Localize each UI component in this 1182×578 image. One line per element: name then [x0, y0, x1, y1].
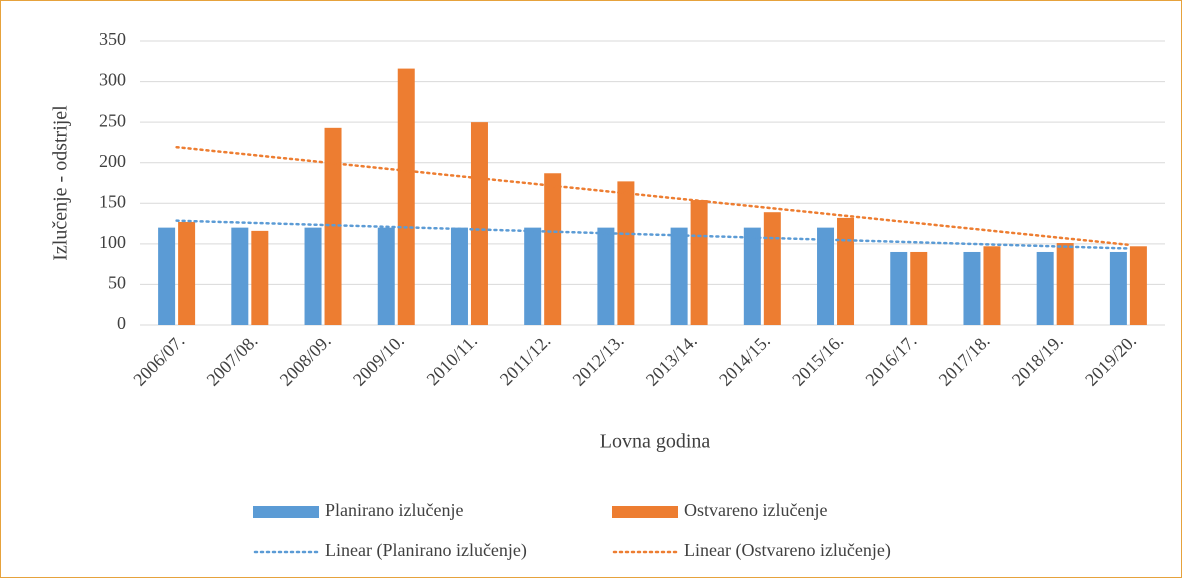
bar [743, 227, 761, 325]
y-tick-label: 350 [99, 29, 126, 49]
y-axis-title: Izlučenje - odstrijel [50, 105, 72, 261]
bar [470, 122, 488, 326]
bar [690, 200, 708, 325]
bar [763, 212, 781, 325]
bar [231, 227, 249, 325]
bar [397, 68, 415, 326]
bar [597, 227, 615, 325]
x-axis-title: Lovna godina [600, 431, 711, 453]
legend-label: Linear (Planirano izlučenje) [325, 540, 527, 561]
y-tick-label: 250 [99, 110, 126, 130]
bar [158, 227, 176, 325]
bar [910, 251, 928, 325]
bar [304, 227, 322, 325]
bar [251, 230, 269, 325]
bar [1056, 243, 1074, 325]
legend-swatch [253, 506, 319, 518]
bar [524, 227, 542, 325]
bar [450, 227, 468, 325]
bar [890, 251, 908, 325]
bar [377, 227, 395, 325]
trendline [175, 145, 1130, 247]
y-tick-label: 200 [99, 151, 126, 171]
bar [963, 251, 981, 325]
bar [1129, 246, 1147, 325]
bar [983, 246, 1001, 325]
y-tick-label: 100 [99, 232, 126, 252]
y-tick-label: 300 [99, 70, 126, 90]
trendline [175, 219, 1130, 250]
bar [178, 221, 196, 325]
bar [817, 227, 835, 325]
y-tick-label: 150 [99, 191, 126, 211]
legend-label: Ostvareno izlučenje [684, 500, 827, 520]
bar [617, 181, 635, 325]
bar [837, 217, 855, 325]
legend-swatch [612, 506, 678, 518]
bar [1036, 251, 1054, 325]
legend-label: Linear (Ostvareno izlučenje) [684, 540, 891, 561]
y-tick-label: 50 [108, 273, 126, 293]
bar [544, 173, 562, 325]
bar [1109, 251, 1127, 325]
bar [670, 227, 688, 325]
y-tick-label: 0 [117, 313, 126, 333]
legend-label: Planirano izlučenje [325, 500, 463, 520]
